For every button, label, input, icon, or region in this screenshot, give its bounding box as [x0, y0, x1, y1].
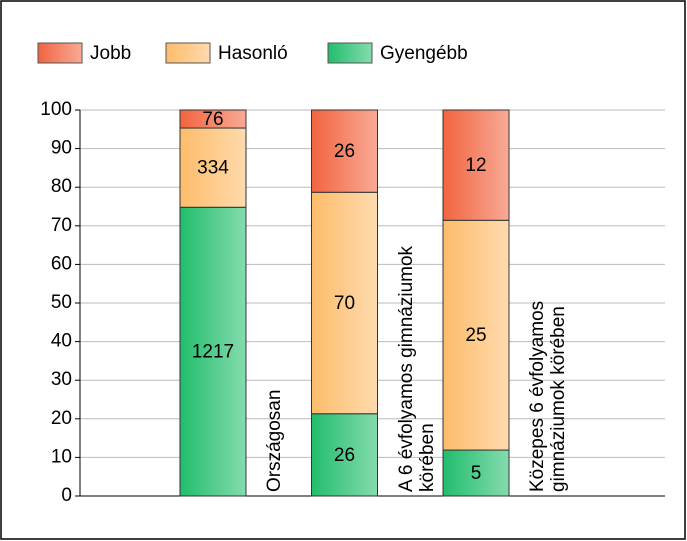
bar-segment	[311, 191, 378, 415]
bar-segment	[442, 109, 510, 221]
y-tick-label: 70	[51, 215, 72, 236]
y-tick-label: 30	[51, 369, 72, 390]
legend-swatch	[37, 42, 83, 64]
y-tick-label: 90	[51, 138, 72, 159]
data-label: 26	[334, 141, 355, 162]
y-tick-label: 100	[40, 99, 72, 120]
y-tick-label: 60	[51, 253, 72, 274]
data-label: 334	[197, 158, 229, 179]
data-label: 76	[202, 109, 223, 130]
y-tick-label: 0	[61, 485, 72, 506]
legend-swatch	[327, 42, 373, 64]
data-label: 5	[471, 463, 482, 484]
x-tick-label: Közepes 6 évfolyamos gimnáziumok körében	[527, 300, 569, 492]
legend-label: Hasonló	[218, 43, 288, 64]
bar-segment	[179, 109, 247, 129]
y-tick-label: 50	[51, 292, 72, 313]
y-tick-label: 10	[51, 446, 72, 467]
data-label: 1217	[192, 342, 234, 363]
y-tick-label: 20	[51, 408, 72, 429]
legend-label: Gyengébb	[380, 43, 468, 64]
bar-segment	[311, 413, 378, 497]
y-tick-label: 40	[51, 331, 72, 352]
data-label: 70	[334, 293, 355, 314]
legend-swatch	[165, 42, 211, 64]
y-tick-label: 80	[51, 176, 72, 197]
bar-segment	[179, 206, 247, 497]
bar-segment	[442, 219, 510, 451]
data-label: 26	[334, 445, 355, 466]
data-label: 12	[465, 155, 486, 176]
bar-segment	[442, 449, 510, 497]
x-tick-label: Országosan	[264, 389, 285, 492]
x-tick-label: A 6 évfolyamos gimnáziumok körében	[395, 245, 438, 492]
data-label: 25	[465, 325, 486, 346]
legend-label: Jobb	[90, 43, 131, 64]
bar-segment	[311, 109, 378, 193]
